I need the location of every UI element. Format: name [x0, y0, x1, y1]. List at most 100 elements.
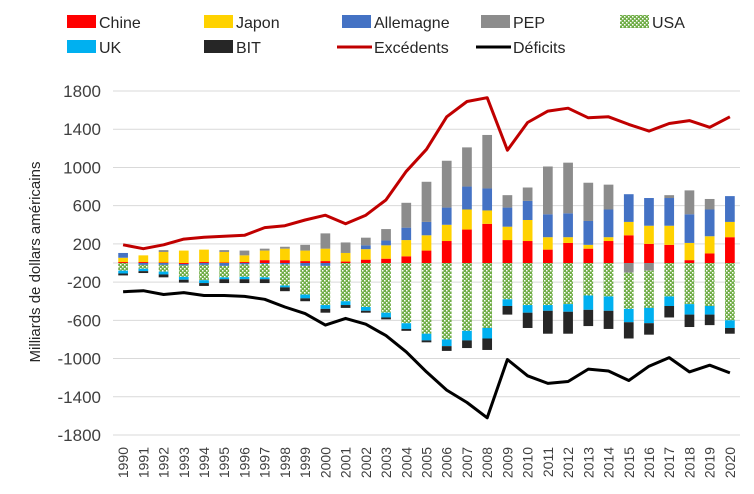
bar-usa: [158, 264, 169, 272]
y-tick-label: -1800: [58, 426, 101, 445]
bar-chine: [360, 259, 371, 263]
legend-label: UK: [99, 40, 122, 57]
bar-allemagne: [684, 214, 695, 243]
x-tick-label: 1993: [176, 447, 192, 478]
legend-swatch: [67, 40, 96, 53]
bar-allemagne: [239, 263, 250, 265]
bar-pep: [219, 250, 230, 253]
bar-chine: [441, 241, 452, 263]
bar-uk: [421, 333, 432, 341]
bar-allemagne: [563, 213, 573, 238]
bar-chine: [563, 242, 573, 263]
bar-bit: [401, 328, 412, 331]
bar-bit: [219, 279, 230, 284]
bar-bit: [118, 273, 128, 276]
bar-bit: [158, 274, 169, 278]
bar-chine: [664, 244, 675, 263]
x-tick-label: 2004: [398, 447, 414, 478]
x-tick-label: 2020: [722, 447, 738, 478]
bar-uk: [300, 294, 310, 299]
bar-allemagne: [664, 198, 675, 226]
bar-uk: [401, 323, 412, 329]
legend: Chine Japon Allemagne PEP USA UK BIT Excédents D…: [67, 15, 685, 57]
y-tick-label: -200: [67, 273, 101, 292]
bar-usa: [664, 263, 675, 297]
bar-chine: [118, 262, 128, 263]
bar-bit: [704, 314, 715, 326]
bar-chine: [280, 260, 290, 263]
bar-uk: [462, 330, 472, 341]
bar-allemagne: [360, 245, 371, 250]
bar-allemagne: [138, 263, 149, 265]
bar-allemagne: [401, 227, 412, 241]
bar-uk: [219, 277, 230, 280]
legend-label: Excédents: [374, 40, 449, 57]
bar-chine: [178, 263, 189, 264]
x-tick-label: 2019: [702, 447, 718, 478]
bar-japon: [199, 249, 209, 263]
x-tick-label: 1991: [135, 447, 151, 478]
x-tick-label: 1994: [196, 447, 212, 478]
bar-pep: [583, 182, 594, 221]
bar-usa: [300, 265, 310, 295]
bar-usa: [603, 263, 614, 297]
legend-item-japon: Japon: [204, 15, 280, 32]
bar-pep: [684, 190, 695, 215]
y-axis-title: Milliards de dollars américains: [27, 162, 44, 363]
legend-swatch: [67, 15, 96, 28]
y-tick-label: 1400: [63, 120, 101, 139]
bar-usa: [482, 263, 493, 328]
bar-japon: [482, 210, 493, 224]
bar-usa: [725, 263, 735, 321]
bar-uk: [522, 305, 533, 313]
bar-pep: [462, 147, 472, 187]
bar-usa: [320, 265, 331, 306]
bar-allemagne: [441, 207, 452, 225]
bar-usa: [178, 265, 189, 277]
bar-japon: [725, 221, 735, 238]
bar-japon: [704, 236, 715, 254]
bar-bit: [199, 283, 209, 286]
bar-bit: [543, 310, 553, 334]
x-tick-label: 2008: [479, 447, 495, 478]
bar-chine: [138, 262, 149, 263]
bar-pep: [259, 248, 270, 251]
bar-allemagne: [603, 209, 614, 238]
bar-bit: [644, 323, 654, 335]
bar-japon: [462, 209, 472, 230]
x-tick-label: 2013: [580, 447, 596, 478]
legend-item-pep: PEP: [481, 15, 545, 32]
bar-bit: [259, 279, 270, 284]
bar-japon: [381, 245, 391, 259]
bar-usa: [583, 263, 594, 296]
bar-allemagne: [381, 240, 391, 246]
bar-usa: [623, 272, 634, 309]
bar-bit: [320, 308, 331, 313]
bar-chine: [259, 260, 270, 263]
bar-allemagne: [421, 221, 432, 236]
bar-usa: [199, 264, 209, 281]
x-tick-label: 1995: [216, 447, 232, 478]
bar-chine: [583, 248, 594, 263]
bar-uk: [118, 270, 128, 274]
x-tick-label: 2015: [621, 447, 637, 478]
bar-uk: [360, 306, 371, 311]
x-tick-label: 1998: [277, 447, 293, 478]
bar-uk: [482, 327, 493, 339]
bar-pep: [421, 181, 432, 222]
bar-chine: [320, 261, 331, 263]
bar-uk: [623, 308, 634, 323]
bar-pep: [704, 198, 715, 210]
bar-allemagne: [644, 198, 654, 226]
bar-chine: [462, 229, 472, 263]
bar-bit: [381, 317, 391, 320]
bar-japon: [320, 248, 331, 262]
bar-usa: [280, 264, 290, 286]
bar-usa: [239, 264, 250, 277]
legend-label: PEP: [513, 15, 545, 32]
y-tick-label: 1800: [63, 82, 101, 101]
legend-swatch: [342, 15, 371, 28]
bar-usa: [138, 264, 149, 269]
legend-swatch: [204, 15, 233, 28]
x-tick-label: 2007: [459, 447, 475, 478]
